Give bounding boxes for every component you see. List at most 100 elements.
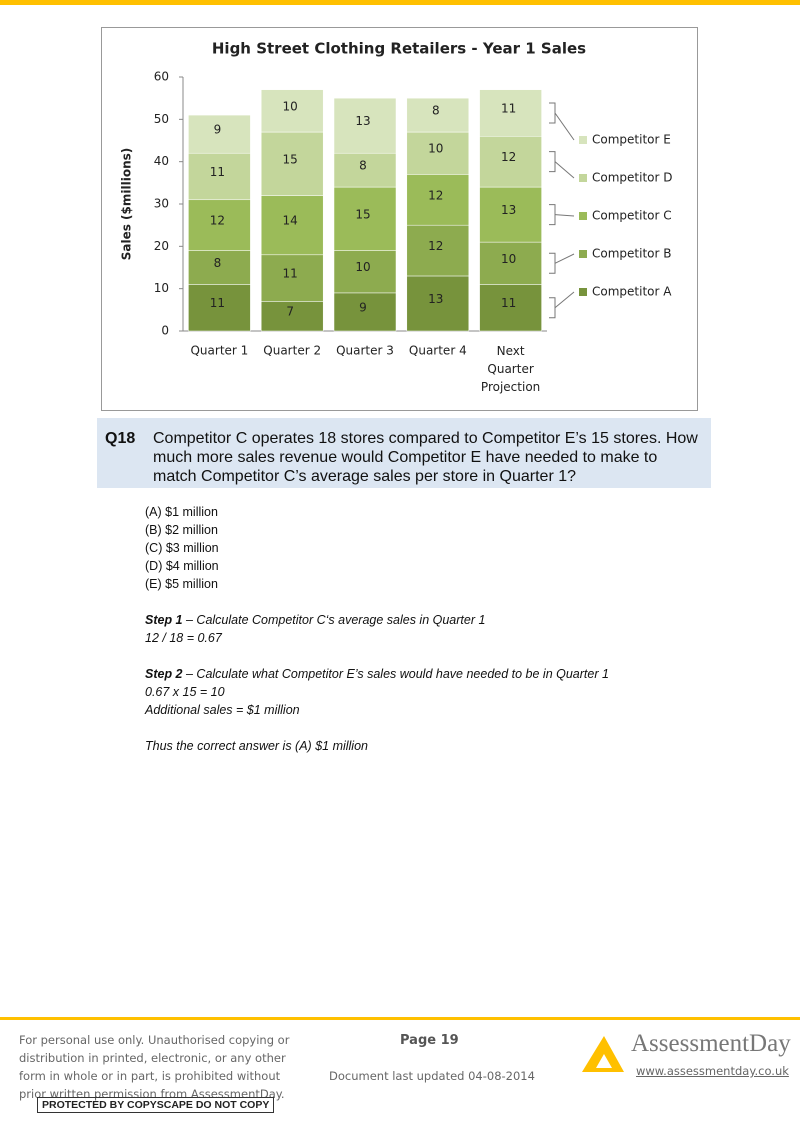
top-rule [0, 0, 800, 5]
bar-segment [333, 152, 397, 188]
y-axis-label: Sales ($millions) [120, 148, 134, 261]
step-heading: Step 2 – Calculate what Competitor E’s s… [145, 665, 745, 683]
data-label: 10 [283, 99, 298, 113]
legend-label: Competitor D [592, 171, 672, 185]
data-label: 12 [428, 239, 443, 253]
legend-leader [554, 214, 575, 217]
legend-leader [554, 253, 575, 264]
x-tick-label: Next Quarter Projection [481, 344, 540, 394]
data-label: 13 [428, 292, 443, 306]
data-label: 8 [359, 159, 367, 173]
data-label: 12 [501, 150, 516, 164]
data-label: 10 [501, 252, 516, 266]
question-box: Q18 Competitor C operates 18 stores comp… [97, 418, 711, 488]
step-label: Step 2 [145, 667, 183, 681]
data-label: 11 [501, 101, 516, 115]
notice-line: distribution in printed, electronic, or … [19, 1051, 286, 1065]
bar-segment [260, 131, 324, 196]
y-tick-label: 0 [161, 324, 169, 338]
data-label: 8 [214, 256, 222, 270]
data-label: 15 [283, 152, 298, 166]
data-label: 13 [355, 114, 370, 128]
question-text: Competitor C operates 18 stores compared… [153, 430, 698, 485]
notice-line: form in whole or in part, is prohibited … [19, 1069, 281, 1083]
bar-segment [479, 241, 542, 285]
notice-line: For personal use only. Unauthorised copy… [19, 1033, 290, 1047]
option: (E) $5 million [145, 577, 218, 591]
chart: High Street Clothing Retailers - Year 1 … [101, 27, 698, 411]
data-label: 11 [210, 165, 225, 179]
conclusion: Thus the correct answer is (A) $1 millio… [145, 739, 368, 753]
option: (B) $2 million [145, 523, 218, 537]
step-heading: Step 1 – Calculate Competitor C‘s averag… [145, 611, 745, 629]
data-label: 9 [214, 123, 222, 137]
legend-leader [554, 161, 575, 179]
bar-segment [333, 292, 397, 332]
logo-text: AssessmentDay [631, 1030, 791, 1057]
legend-swatch [579, 212, 587, 220]
step-label: Step 1 [145, 613, 183, 627]
bar-segment [260, 195, 324, 256]
step-text: – Calculate Competitor C‘s average sales… [182, 613, 486, 627]
data-label: 14 [283, 214, 298, 228]
bar-segment [188, 114, 251, 154]
x-tick-label: Quarter 3 [336, 344, 394, 358]
data-label: 13 [501, 203, 516, 217]
logo-icon [582, 1036, 624, 1072]
copyscape-badge: PROTECTED BY COPYSCAPE DO NOT COPY [37, 1097, 275, 1113]
option: (D) $4 million [145, 559, 219, 573]
bar-segment [406, 224, 470, 277]
site-url[interactable]: www.assessmentday.co.uk [636, 1064, 789, 1078]
bar-segment [479, 284, 542, 332]
legend-swatch [579, 174, 587, 182]
bar-segment [333, 250, 397, 294]
question-number: Q18 [105, 430, 136, 447]
data-label: 10 [428, 142, 443, 156]
y-tick-label: 10 [154, 281, 169, 295]
bar-segment [406, 131, 470, 175]
y-tick-label: 50 [154, 112, 169, 126]
bar-segment [479, 89, 542, 137]
x-tick-label: Quarter 2 [263, 344, 321, 358]
legend-label: Competitor C [592, 209, 672, 223]
bar-segment [406, 275, 470, 332]
y-tick-label: 20 [154, 239, 169, 253]
step-line: Additional sales = $1 million [145, 703, 300, 717]
legend-swatch [579, 288, 587, 296]
option: (A) $1 million [145, 505, 218, 519]
bar-segment [406, 97, 470, 133]
x-tick-label: Quarter 4 [409, 344, 467, 358]
step-text: – Calculate what Competitor E’s sales wo… [182, 667, 609, 681]
solution: Step 1 – Calculate Competitor C‘s averag… [145, 611, 745, 755]
option: (C) $3 million [145, 541, 219, 555]
legend-label: Competitor A [592, 285, 672, 299]
y-tick-label: 60 [154, 70, 169, 84]
legend-swatch [579, 250, 587, 258]
data-label: 9 [359, 300, 367, 314]
page-number: Page 19 [400, 1033, 459, 1048]
data-label: 15 [355, 207, 370, 221]
y-tick-label: 40 [154, 154, 169, 168]
bar-segment [406, 174, 470, 226]
data-label: 11 [210, 296, 225, 310]
bar-segment [188, 199, 251, 251]
x-tick-label: Quarter 1 [190, 344, 248, 358]
chart-title: High Street Clothing Retailers - Year 1 … [212, 40, 586, 58]
bar-segment [188, 284, 251, 332]
data-label: 12 [210, 214, 225, 228]
bar-segment [260, 89, 324, 133]
legend-swatch [579, 136, 587, 144]
step-line: 12 / 18 = 0.67 [145, 631, 222, 645]
data-label: 7 [286, 305, 294, 319]
options: (A) $1 million (B) $2 million (C) $3 milli… [145, 503, 219, 593]
bar-segment [260, 254, 324, 302]
data-label: 8 [432, 104, 440, 118]
legend-label: Competitor B [592, 247, 671, 261]
step: Step 1 – Calculate Competitor C‘s averag… [145, 611, 745, 647]
bar-segment [479, 136, 542, 188]
data-label: 11 [283, 267, 298, 281]
data-label: 12 [428, 188, 443, 202]
updated: Document last updated 04-08-2014 [329, 1069, 535, 1083]
data-label: 11 [501, 296, 516, 310]
